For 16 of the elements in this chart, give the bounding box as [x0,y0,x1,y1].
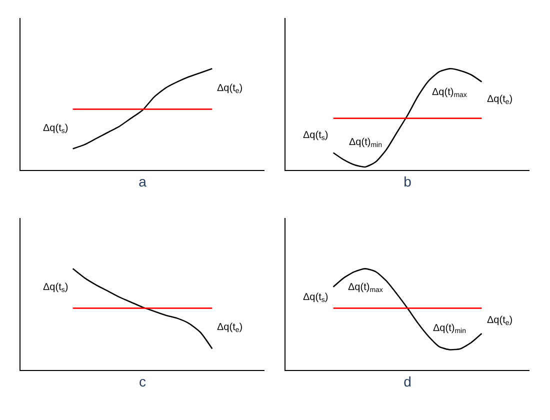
x-axis-title: c [139,374,146,390]
x-axis-title: b [404,174,412,190]
annotation: Δq(t)$_{min}$ [349,137,382,150]
annotation: Δq(t)$_{min}$ [433,323,466,336]
annotation: Δq(t)$_{max}$ [432,87,468,100]
x-axis-title: d [404,374,412,390]
text: Δq(t$_{s}$) [43,123,68,136]
text: Δq(t$_{e}$) [217,83,243,96]
text: Δq(t$_{s}$) [303,292,328,304]
text: Δq(t$_{e}$) [487,315,513,328]
x-axis-title: a [138,174,147,190]
annotation: Δq(t)$_{max}$ [348,282,384,294]
text: Δq(t$_{e}$) [217,322,243,334]
text: Δq(t$_{s}$) [43,282,68,294]
text: Δq(t$_{s}$) [303,130,328,142]
text: Δq(t$_{e}$) [487,94,513,106]
